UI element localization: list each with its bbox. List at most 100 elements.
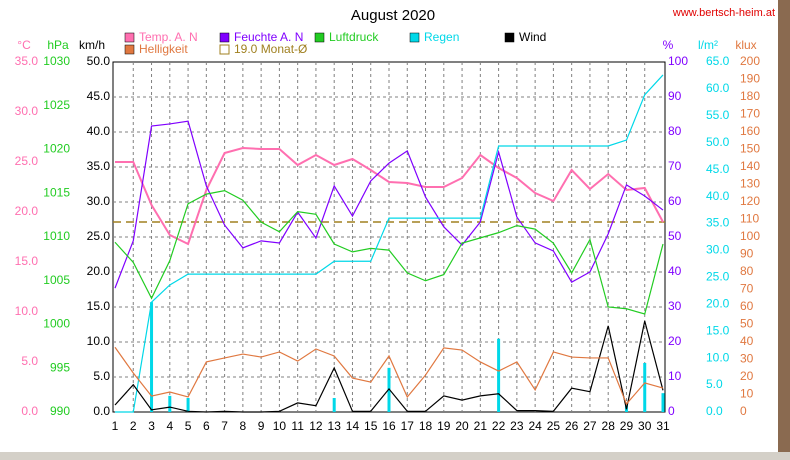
x-tick-label: 13 (328, 419, 342, 433)
y-tick-label: 50.0 (87, 54, 111, 68)
y-tick-label: 10.0 (87, 334, 111, 348)
y-tick-label: 0 (668, 404, 675, 418)
y-tick-label: 1015 (43, 185, 70, 199)
y-tick-label: 20.0 (87, 264, 111, 278)
legend-swatch (314, 32, 325, 43)
axis-title: °C (17, 38, 31, 52)
y-tick-label: 990 (50, 404, 70, 418)
y-tick-label: 65.0 (706, 54, 730, 68)
y-tick-label: 10.0 (706, 350, 730, 364)
legend-swatch (219, 32, 230, 43)
y-tick-label: 90 (740, 247, 754, 261)
y-tick-label: 0.0 (93, 404, 110, 418)
legend-label: 19.0 Monat-Ø (234, 42, 307, 56)
y-tick-label: 170 (740, 107, 760, 121)
x-tick-label: 18 (419, 419, 433, 433)
y-tick-label: 10 (740, 387, 754, 401)
y-tick-label: 80 (740, 264, 754, 278)
y-tick-label: 15.0 (706, 323, 730, 337)
legend-label: Luftdruck (329, 30, 379, 44)
y-tick-label: 140 (740, 159, 760, 173)
x-tick-label: 4 (166, 419, 173, 433)
rain-bar (150, 302, 154, 412)
y-tick-label: 30.0 (706, 243, 730, 257)
y-tick-label: 35.0 (706, 216, 730, 230)
x-tick-label: 9 (258, 419, 265, 433)
x-tick-label: 31 (656, 419, 670, 433)
y-tick-label: 20.0 (15, 204, 39, 218)
legend-swatch (124, 44, 135, 55)
rain-bar (186, 398, 190, 412)
x-tick-label: 17 (401, 419, 415, 433)
y-tick-label: 1010 (43, 229, 70, 243)
y-tick-label: 0 (740, 404, 747, 418)
y-tick-label: 160 (740, 124, 760, 138)
y-tick-label: 110 (740, 212, 759, 226)
x-tick-label: 29 (620, 419, 634, 433)
axis-title: % (663, 38, 674, 52)
rain-bar (661, 393, 665, 412)
rain-bar (643, 363, 647, 412)
x-tick-label: 5 (185, 419, 192, 433)
y-tick-label: 80 (668, 124, 682, 138)
y-tick-label: 150 (740, 142, 760, 156)
legend-label: Regen (424, 30, 459, 44)
y-tick-label: 50.0 (706, 135, 730, 149)
y-tick-label: 1000 (43, 317, 70, 331)
y-tick-label: 20 (668, 334, 682, 348)
y-tick-label: 130 (740, 177, 760, 191)
y-tick-label: 190 (740, 72, 760, 86)
source: www.bertsch-heim.at (672, 7, 775, 19)
axis-title: hPa (47, 38, 69, 52)
y-tick-label: 20 (740, 369, 754, 383)
rain-bar (332, 398, 336, 412)
series-line (114, 189, 664, 315)
y-tick-label: 30 (668, 299, 682, 313)
x-tick-label: 20 (455, 419, 469, 433)
y-tick-label: 1020 (43, 142, 70, 156)
y-tick-label: 40 (668, 264, 682, 278)
x-tick-label: 1 (112, 419, 119, 433)
y-tick-label: 120 (740, 194, 760, 208)
y-tick-label: 20.0 (706, 296, 730, 310)
y-tick-label: 1030 (43, 54, 70, 68)
x-tick-label: 28 (602, 419, 616, 433)
x-tick-label: 21 (474, 419, 488, 433)
y-tick-label: 200 (740, 54, 760, 68)
x-tick-label: 10 (273, 419, 287, 433)
series-line (114, 346, 664, 406)
series-line (114, 120, 664, 289)
y-tick-label: 30.0 (15, 104, 39, 118)
rain-bar (168, 395, 172, 412)
y-tick-label: 25.0 (706, 270, 730, 284)
y-tick-label: 10 (668, 369, 682, 383)
y-tick-label: 50 (740, 317, 754, 331)
x-tick-label: 19 (437, 419, 451, 433)
y-tick-label: 0.0 (706, 404, 723, 418)
y-tick-label: 1025 (43, 98, 70, 112)
x-tick-label: 24 (528, 419, 542, 433)
y-tick-label: 995 (50, 360, 70, 374)
y-tick-label: 100 (740, 229, 760, 243)
y-tick-label: 15.0 (15, 254, 39, 268)
y-tick-label: 100 (668, 54, 688, 68)
x-tick-label: 8 (240, 419, 247, 433)
x-tick-label: 14 (346, 419, 360, 433)
legend-swatch (124, 32, 135, 43)
y-tick-label: 60 (668, 194, 682, 208)
series-line (115, 146, 664, 246)
y-tick-label: 70 (668, 159, 682, 173)
y-tick-label: 40 (740, 334, 754, 348)
y-tick-label: 30 (740, 352, 754, 366)
x-tick-label: 27 (583, 419, 597, 433)
y-tick-label: 25.0 (87, 229, 111, 243)
rain-bar (497, 338, 501, 412)
chart-title: August 2020 (351, 7, 435, 24)
y-tick-label: 5.0 (93, 369, 110, 383)
legend-swatch (409, 32, 420, 43)
y-tick-label: 5.0 (706, 377, 723, 391)
x-tick-label: 15 (364, 419, 378, 433)
y-tick-label: 5.0 (21, 354, 38, 368)
